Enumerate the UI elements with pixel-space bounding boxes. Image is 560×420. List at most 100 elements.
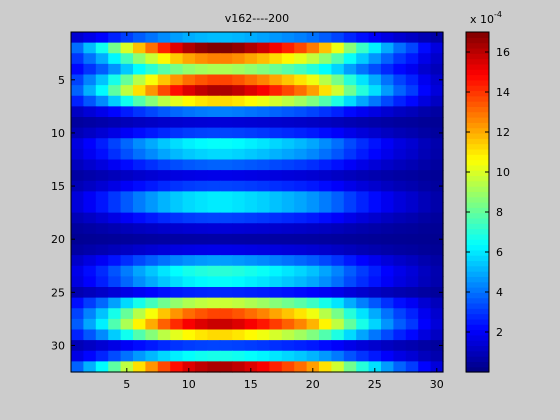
heatmap-cell (108, 170, 122, 182)
colorbar-band (466, 366, 489, 373)
heatmap-cell (381, 148, 394, 161)
heatmap-cell (368, 276, 382, 288)
colorbar-band (466, 191, 489, 198)
heatmap-cell (95, 32, 109, 44)
heatmap-cell (257, 42, 270, 54)
heatmap-cell (257, 361, 270, 373)
heatmap-cell (207, 32, 221, 44)
heatmap-cell (356, 276, 370, 288)
heatmap-cell (405, 53, 419, 65)
heatmap-cell (381, 170, 394, 182)
heatmap-cell (393, 265, 407, 277)
heatmap-cell (257, 191, 270, 203)
heatmap-cell (157, 329, 171, 341)
heatmap-cell (157, 74, 171, 86)
heatmap-cell (319, 106, 332, 118)
heatmap-cell (418, 170, 432, 182)
heatmap-cell (195, 308, 208, 320)
heatmap-cell (133, 180, 146, 192)
heatmap-cell (306, 138, 320, 150)
heatmap-cell (294, 191, 308, 203)
heatmap-cell (269, 74, 283, 86)
heatmap-cell (244, 255, 258, 267)
heatmap-cell (343, 318, 357, 331)
heatmap-cell (319, 255, 332, 267)
heatmap-cell (319, 212, 332, 224)
heatmap-cell (157, 191, 171, 203)
heatmap-cell (430, 85, 444, 97)
heatmap-cell (356, 265, 370, 277)
heatmap-cell (71, 42, 84, 54)
y-axis: 5 10 15 20 25 30 (51, 74, 443, 352)
colorbar-band (466, 271, 489, 277)
heatmap-cell (418, 318, 432, 331)
heatmap-cell (393, 212, 407, 224)
heatmap-cell (269, 318, 283, 331)
heatmap-cell (257, 308, 270, 320)
heatmap-cell (133, 350, 146, 362)
heatmap-cell (306, 212, 320, 224)
heatmap-cell (219, 202, 233, 214)
heatmap-cell (430, 202, 444, 214)
heatmap-cell (207, 74, 221, 86)
heatmap-cell (368, 318, 382, 331)
heatmap-cell (195, 287, 208, 299)
heatmap-cell (405, 32, 419, 44)
colorbar-band (466, 63, 489, 70)
heatmap-cell (232, 255, 246, 267)
heatmap-cell (244, 74, 258, 86)
heatmap-cell (157, 148, 171, 161)
heatmap-cell (430, 265, 444, 277)
heatmap-cell (319, 127, 332, 139)
heatmap-cell (281, 63, 295, 76)
heatmap-cell (232, 85, 246, 97)
heatmap-cell (71, 74, 84, 86)
heatmap-cell (108, 117, 122, 129)
colorbar-band (466, 85, 489, 92)
heatmap-cell (195, 117, 208, 129)
heatmap-cell (343, 127, 357, 139)
heatmap-cell (232, 202, 246, 214)
heatmap-cell (120, 202, 134, 214)
heatmap-cell (257, 202, 270, 214)
heatmap-cell (232, 63, 246, 76)
colorbar-tick-label: 14 (496, 86, 510, 99)
heatmap-cell (343, 255, 357, 267)
heatmap-cell (343, 170, 357, 182)
heatmap-cell (170, 297, 184, 309)
heatmap-cell (430, 74, 444, 86)
heatmap-cell (319, 32, 332, 44)
heatmap-cell (133, 170, 146, 182)
heatmap-cell (133, 32, 146, 44)
colorbar-band (466, 69, 489, 76)
heatmap-cell (182, 318, 196, 331)
heatmap-cell (393, 138, 407, 150)
heatmap-cell (393, 106, 407, 118)
heatmap-cell (319, 297, 332, 309)
heatmap-cell (356, 361, 370, 373)
heatmap-cell (133, 85, 146, 97)
heatmap-cell (281, 340, 295, 352)
heatmap-cell (331, 244, 345, 256)
heatmap-cell (133, 159, 146, 171)
heatmap-cell (306, 255, 320, 267)
heatmap-cell (257, 159, 270, 171)
heatmap-cell (281, 308, 295, 320)
heatmap-cell (343, 287, 357, 299)
heatmap-cell (281, 106, 295, 118)
heatmap-cell (133, 74, 146, 86)
colorbar-band (466, 74, 489, 81)
colorbar-band (466, 244, 489, 251)
heatmap-cell (207, 212, 221, 224)
heatmap-cell (281, 276, 295, 288)
heatmap-cell (83, 202, 97, 214)
heatmap-cell (368, 308, 382, 320)
heatmap-cell (133, 191, 146, 203)
heatmap-cell (182, 202, 196, 214)
heatmap-cell (405, 287, 419, 299)
heatmap-cell (343, 297, 357, 309)
heatmap-cell (319, 74, 332, 86)
heatmap-cell (219, 340, 233, 352)
heatmap-cell (343, 265, 357, 277)
heatmap-cell (133, 202, 146, 214)
